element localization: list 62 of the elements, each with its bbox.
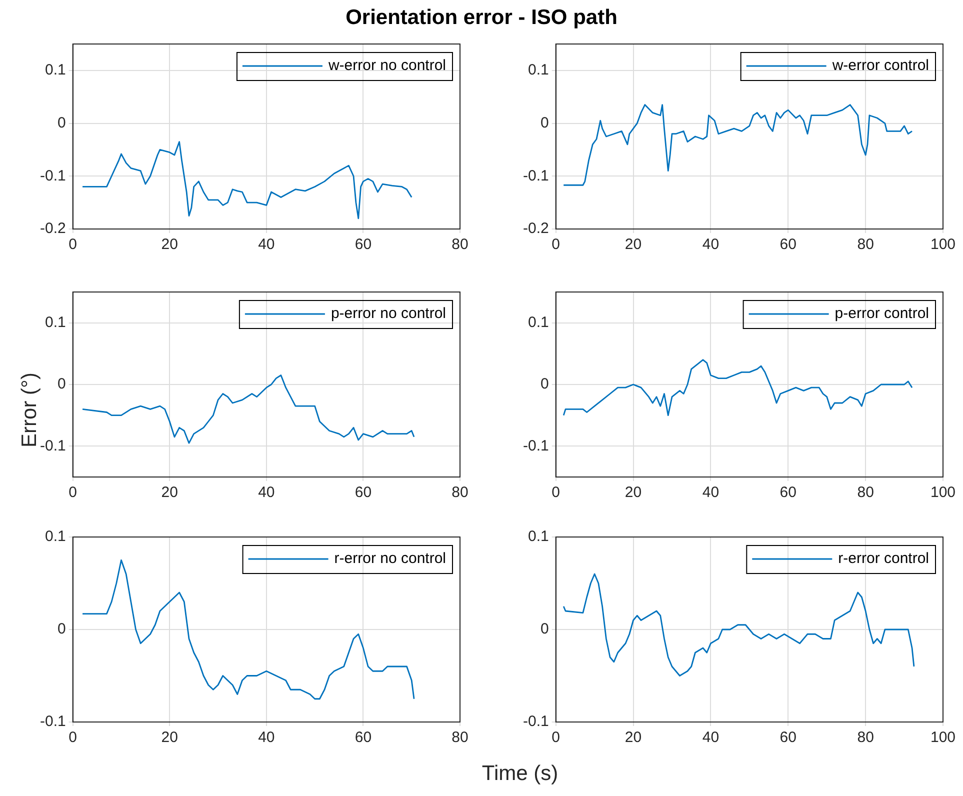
x-tick-label: 60 — [354, 729, 372, 746]
x-tick-label: 20 — [624, 236, 642, 254]
y-tick-label: -0.1 — [40, 437, 66, 454]
y-tick-label: -0.1 — [522, 713, 549, 730]
y-tick-label: 0 — [540, 620, 549, 638]
x-tick-label: 100 — [930, 729, 956, 746]
x-tick-label: 0 — [68, 484, 78, 502]
y-tick-label: 0.1 — [528, 528, 549, 546]
x-tick-label: 60 — [354, 236, 372, 254]
x-tick-label: 60 — [780, 729, 796, 746]
x-tick-label: 0 — [552, 236, 560, 254]
x-tick-label: 40 — [258, 484, 275, 502]
y-tick-label: 0 — [540, 114, 549, 132]
x-tick-label: 20 — [161, 729, 178, 746]
y-tick-label: -0.2 — [522, 220, 549, 238]
y-tick-label: -0.1 — [522, 167, 549, 184]
y-tick-label: 0.1 — [528, 314, 549, 331]
x-tick-label: 40 — [258, 236, 275, 254]
text: w-error control — [831, 57, 929, 74]
x-tick-label: 40 — [702, 729, 720, 746]
chart-title: Orientation error - ISO path — [344, 6, 618, 30]
x-tick-label: 60 — [354, 484, 372, 502]
text: w-error no control — [327, 57, 446, 74]
x-tick-label: 60 — [780, 484, 796, 502]
text: p-error control — [834, 305, 930, 322]
x-tick-label: 100 — [930, 484, 956, 502]
x-tick-label: 100 — [930, 236, 956, 254]
y-tick-label: 0.1 — [528, 62, 549, 79]
y-tick-label: 0.1 — [44, 314, 66, 331]
x-tick-label: 20 — [161, 484, 178, 502]
y-tick-label: 0 — [58, 376, 66, 393]
y-tick-label: 0 — [58, 114, 66, 132]
text: p-error no control — [330, 305, 446, 322]
y-tick-label: 0 — [540, 376, 549, 393]
x-tick-label: 40 — [258, 729, 275, 746]
x-tick-label: 40 — [702, 484, 720, 502]
x-tick-label: 80 — [452, 484, 468, 502]
x-tick-label: 80 — [857, 236, 874, 254]
x-tick-label: 0 — [68, 236, 78, 254]
y-tick-label: 0 — [58, 620, 66, 638]
y-tick-label: -0.2 — [40, 220, 66, 238]
x-tick-label: 80 — [857, 484, 874, 502]
text: r-error no control — [334, 550, 446, 568]
y-tick-label: -0.1 — [522, 437, 549, 454]
x-tick-label: 0 — [68, 729, 78, 746]
x-tick-label: 0 — [552, 729, 560, 746]
x-tick-label: 20 — [161, 236, 178, 254]
x-tick-label: 80 — [857, 729, 874, 746]
y-tick-label: -0.1 — [40, 167, 66, 184]
y-tick-label: 0.1 — [44, 528, 66, 546]
x-tick-label: 80 — [452, 236, 468, 254]
y-tick-label: -0.1 — [40, 713, 66, 730]
x-tick-label: 60 — [780, 236, 796, 254]
x-axis-title: Time (s) — [480, 762, 560, 786]
text: r-error control — [838, 550, 930, 568]
x-tick-label: 0 — [552, 484, 560, 502]
x-tick-label: 20 — [624, 484, 642, 502]
x-tick-label: 40 — [702, 236, 720, 254]
y-axis-title: Error (°) — [18, 372, 41, 448]
y-tick-label: 0.1 — [44, 62, 66, 79]
x-tick-label: 20 — [624, 729, 642, 746]
x-tick-label: 80 — [452, 729, 468, 746]
